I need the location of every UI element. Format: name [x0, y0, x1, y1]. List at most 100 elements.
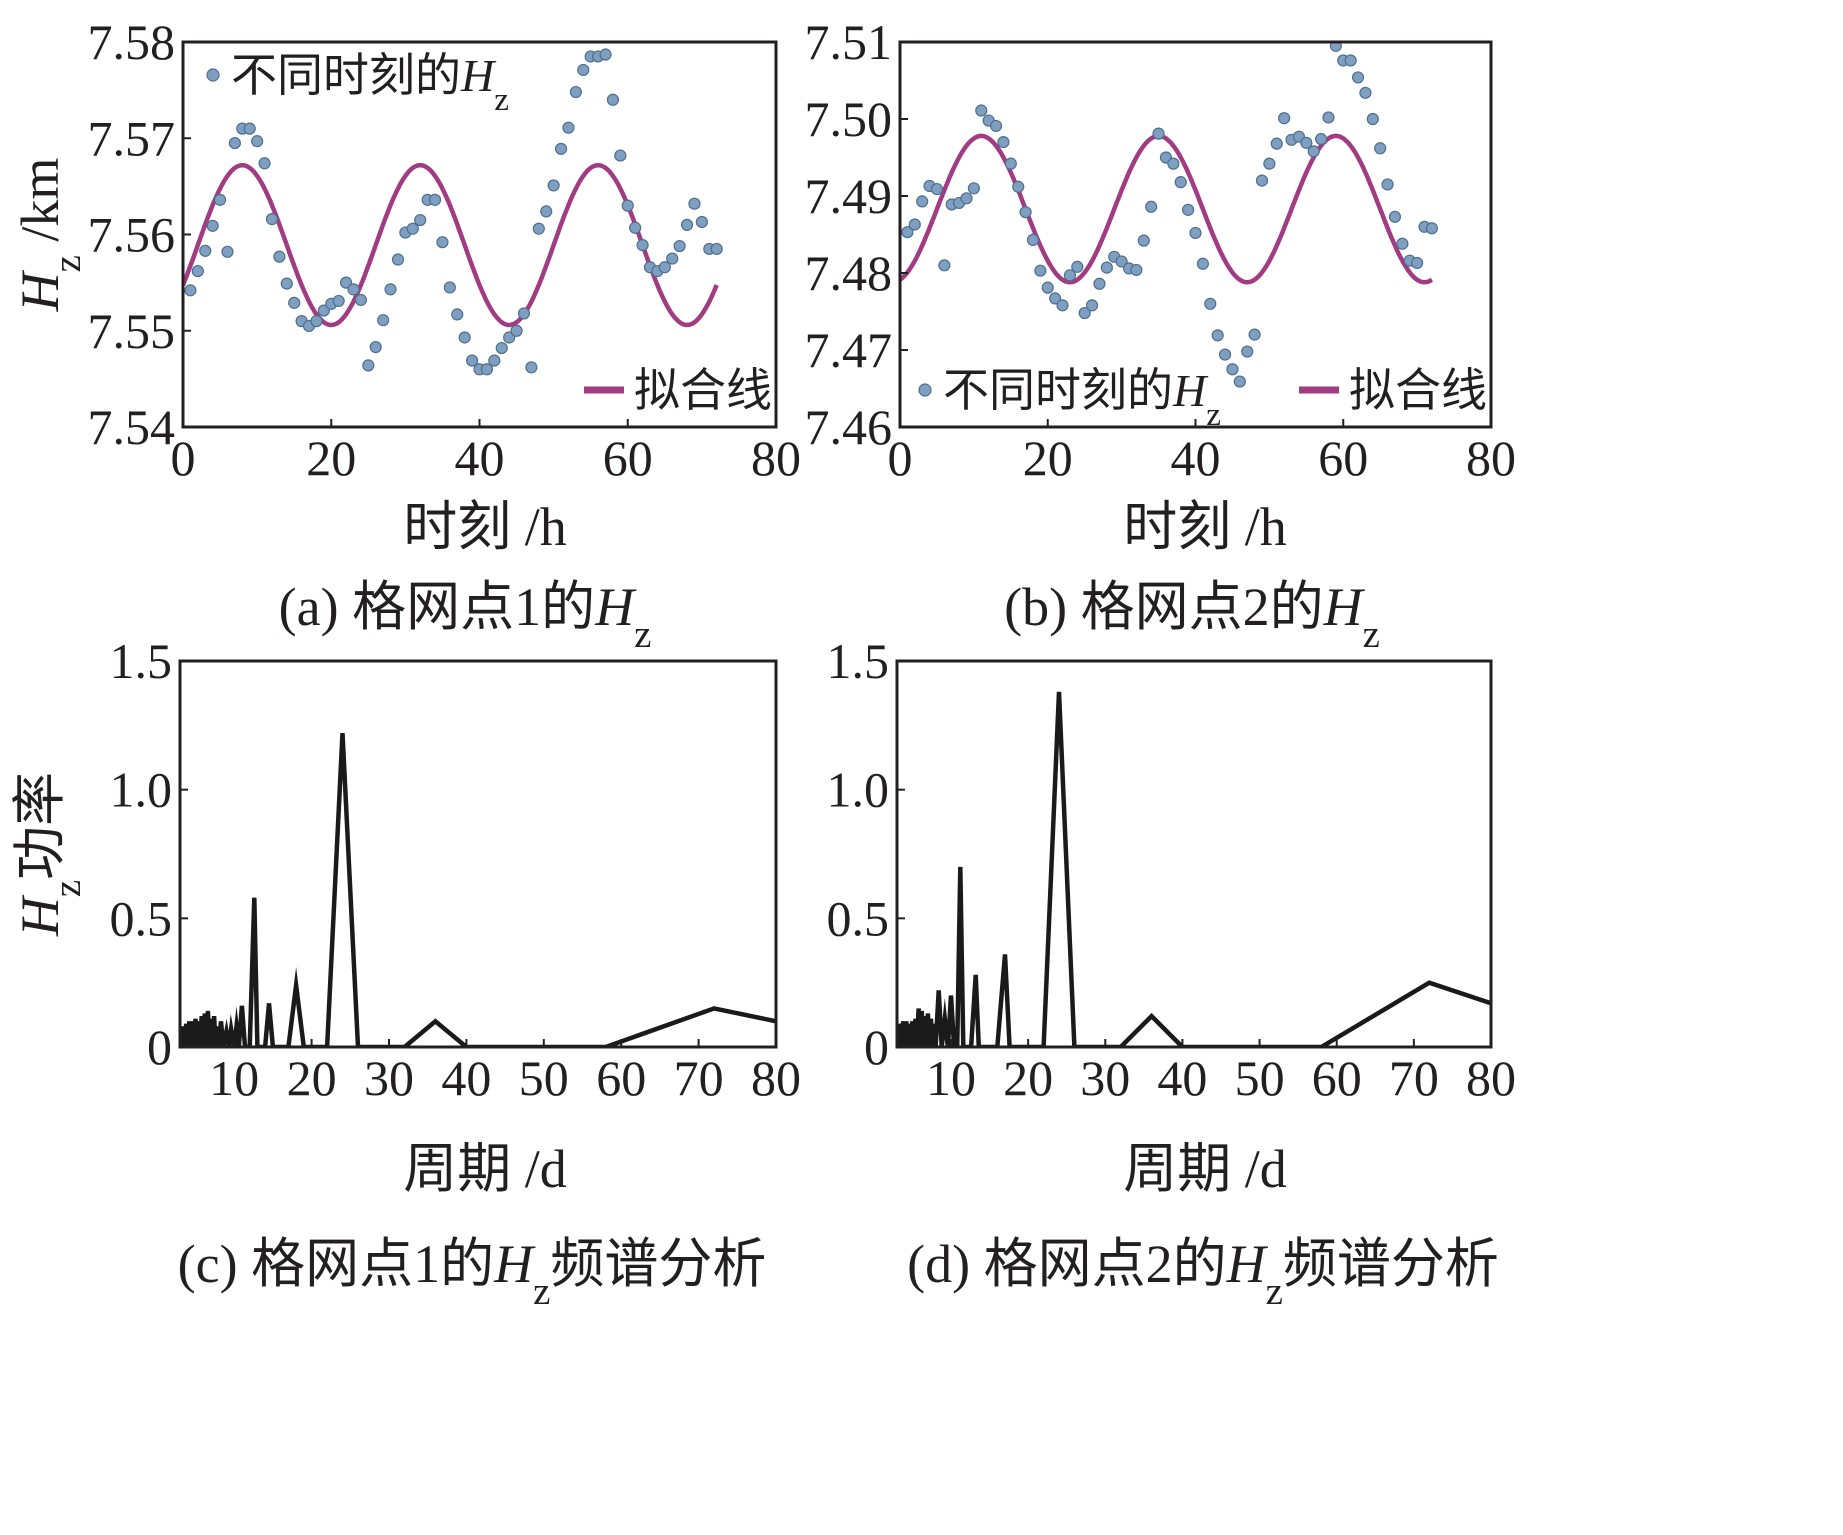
spectrum-line	[180, 732, 776, 1047]
data-point	[680, 218, 694, 231]
y-tick-label: 7.54	[88, 399, 176, 455]
data-point	[1167, 157, 1180, 170]
x-tick-label: 80	[1466, 1050, 1516, 1106]
data-point	[540, 205, 553, 218]
x-tick-label: 60	[596, 1050, 646, 1106]
data-point	[599, 48, 612, 61]
caption-var: H	[1323, 577, 1366, 637]
caption-sub: z	[533, 1270, 550, 1313]
data-point	[1182, 203, 1195, 216]
x-tick-label: 0	[171, 430, 196, 486]
data-point	[1041, 281, 1054, 294]
caption-sub: z	[634, 613, 651, 656]
chart-a: 0 20 40 60 80 7.54 7.55 7.56 7.57 7.58 时刻 /h Hz /km…	[10, 14, 801, 656]
data-point	[901, 226, 914, 239]
data-point	[428, 193, 442, 206]
data-point	[1300, 136, 1313, 149]
x-tick-label: 20	[1023, 430, 1073, 486]
data-point	[629, 221, 642, 234]
caption: (b) 格网点2的Hz	[1004, 577, 1380, 656]
data-point	[908, 218, 921, 231]
y-tick-label: 1.0	[827, 762, 890, 818]
x-tick-label: 50	[1235, 1050, 1285, 1106]
data-point	[1218, 348, 1232, 361]
caption-sub: z	[1266, 1270, 1283, 1313]
data-point	[577, 63, 590, 77]
y-tick-label: 0	[147, 1019, 172, 1075]
data-point	[688, 197, 701, 210]
caption-prefix: (c) 格网点1的	[178, 1234, 494, 1294]
data-point	[916, 195, 929, 208]
data-point	[1263, 157, 1276, 170]
x-tick-label: 70	[1389, 1050, 1439, 1106]
y-tick-label: 7.50	[805, 91, 893, 147]
data-point	[191, 264, 204, 278]
y-tick-label: 7.51	[805, 14, 893, 70]
caption-var: H	[594, 577, 637, 637]
data-point	[258, 157, 271, 170]
data-point	[488, 354, 501, 367]
data-point	[547, 179, 560, 192]
data-point	[621, 199, 634, 212]
caption: (c) 格网点1的Hz频谱分析	[178, 1234, 767, 1313]
data-point	[503, 331, 516, 344]
caption-sub: z	[1363, 613, 1380, 656]
x-tick-label: 60	[1318, 430, 1368, 486]
legend-scatter-var: H	[1172, 365, 1209, 416]
x-axis-title: 时刻 /h	[1123, 497, 1287, 557]
x-tick-label: 80	[751, 430, 801, 486]
data-point	[213, 193, 227, 206]
caption-suffix: 频谱分析	[1283, 1234, 1499, 1294]
data-point	[1145, 200, 1158, 213]
data-point	[1071, 260, 1084, 273]
data-point	[510, 324, 523, 337]
data-point	[975, 104, 988, 117]
data-point	[1204, 297, 1217, 310]
data-point	[221, 245, 234, 258]
caption-var: H	[493, 1234, 536, 1294]
spectrum-line	[897, 691, 1491, 1047]
data-point	[458, 331, 471, 344]
data-point	[332, 294, 345, 308]
y-tick-label: 1.5	[827, 633, 890, 689]
x-tick-label: 40	[1157, 1050, 1207, 1106]
data-point	[1374, 142, 1387, 155]
data-point	[1307, 145, 1320, 158]
y-tick-label: 0.5	[110, 890, 173, 946]
data-point	[228, 136, 241, 150]
x-tick-label: 40	[441, 1050, 491, 1106]
caption-prefix: (d) 格网点2的	[907, 1234, 1226, 1294]
x-tick-label: 80	[1466, 430, 1516, 486]
data-point	[1056, 299, 1069, 312]
data-point	[1026, 233, 1040, 246]
data-point	[199, 244, 212, 257]
data-point	[206, 219, 219, 232]
legend-scatter-sub: z	[1206, 396, 1221, 433]
data-layer-d	[897, 691, 1491, 1047]
data-point	[989, 119, 1003, 133]
y-tick-label: 7.48	[805, 245, 893, 301]
data-point	[310, 315, 323, 328]
caption: (d) 格网点2的Hz频谱分析	[907, 1234, 1499, 1313]
data-point	[1241, 345, 1254, 358]
data-point	[339, 276, 353, 289]
data-point	[384, 283, 397, 296]
plot-frame	[178, 659, 778, 1049]
fit-line	[900, 133, 1434, 285]
data-point	[347, 283, 360, 296]
x-axis-title: 周期 /d	[403, 1139, 567, 1199]
data-point	[636, 238, 649, 252]
caption-suffix: 频谱分析	[550, 1234, 766, 1294]
data-point	[369, 341, 382, 354]
data-point	[1115, 255, 1128, 268]
x-tick-label: 80	[751, 1050, 801, 1106]
x-tick-label: 30	[364, 1050, 414, 1106]
plot-frame	[895, 659, 1493, 1049]
ylabel-unit: /km	[10, 158, 70, 256]
data-point	[1130, 263, 1143, 277]
data-point	[1019, 206, 1032, 219]
data-point	[1344, 54, 1357, 67]
data-point	[1226, 363, 1239, 376]
